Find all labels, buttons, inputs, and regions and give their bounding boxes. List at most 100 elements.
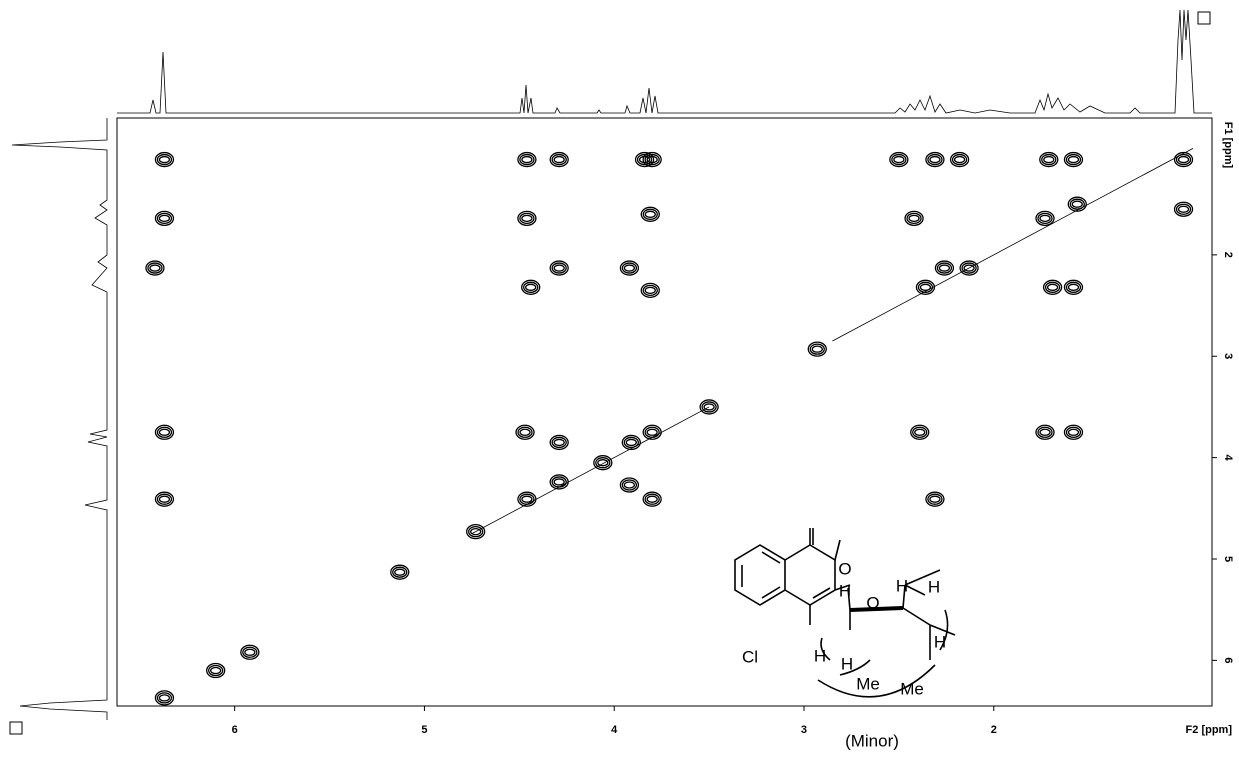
cross-peak (154, 151, 175, 168)
cross-peak (392, 566, 408, 578)
cross-peak (1067, 155, 1080, 164)
structure-label: H (934, 632, 946, 651)
cross-peak (240, 644, 260, 660)
cross-peak (158, 428, 171, 436)
cross-peak (642, 208, 658, 220)
cross-peak (953, 155, 966, 164)
structure-label: H (814, 646, 826, 665)
corner-box (9, 721, 23, 735)
cross-peak (963, 264, 975, 272)
cross-peak (145, 260, 165, 276)
cross-peak (1041, 153, 1057, 166)
cross-peak (521, 279, 541, 295)
cross-peak (521, 495, 533, 503)
cross-peak (636, 153, 653, 166)
structure-label: H (839, 581, 851, 600)
cross-peak (1065, 426, 1082, 438)
cross-peak (912, 426, 928, 438)
cross-peak (158, 214, 171, 223)
cross-peak (553, 478, 565, 486)
cross-peak (927, 493, 943, 505)
cross-peak (1039, 151, 1059, 168)
cross-peak (466, 523, 486, 540)
cross-peak (949, 151, 970, 168)
cross-peak (619, 477, 640, 493)
cross-peak (1039, 428, 1051, 436)
cross-peak (929, 495, 941, 503)
structure-label: Me (900, 679, 924, 698)
cross-peak (644, 210, 656, 218)
cross-peak (553, 264, 565, 272)
structure-label: O (866, 593, 879, 612)
cross-peak (468, 525, 484, 538)
cross-peak (908, 214, 920, 223)
cross-peak (1065, 153, 1082, 166)
cross-peak (156, 493, 173, 505)
cross-peak (1043, 155, 1055, 164)
x-tick-label: 6 (232, 724, 238, 736)
cross-peak (1175, 203, 1192, 215)
cross-peak (1035, 424, 1055, 440)
cross-peak (1063, 424, 1084, 440)
cross-peak (1042, 279, 1063, 295)
cross-peak (914, 428, 926, 436)
cross-peak (549, 434, 569, 451)
cross-peak (154, 424, 175, 440)
cross-peak (807, 341, 827, 357)
cross-peak (644, 286, 656, 294)
cross-peak (1177, 205, 1190, 213)
x-tick-label: 2 (991, 724, 997, 736)
cross-peak (551, 436, 567, 449)
cross-peak (517, 426, 533, 438)
cross-peak (809, 343, 825, 355)
cross-peak (390, 564, 410, 580)
cross-peak (156, 212, 173, 225)
cross-peak (919, 283, 932, 291)
y-tick-label: 3 (1222, 353, 1234, 359)
cross-peak (597, 459, 609, 467)
cross-peak (925, 491, 945, 507)
cross-peak (621, 479, 638, 491)
cross-peak (517, 151, 537, 168)
cross-peak (394, 568, 406, 576)
cross-peak (519, 428, 531, 436)
cross-peak (521, 214, 533, 223)
structure-label: Me (856, 674, 880, 693)
cross-peak (154, 210, 175, 227)
left-projection (11, 118, 108, 720)
cross-peak (470, 527, 482, 536)
cross-peak (156, 426, 173, 438)
cross-peak (646, 155, 658, 164)
cross-peak (156, 153, 173, 166)
cross-peak (644, 153, 660, 166)
corner-box (1197, 11, 1211, 25)
cross-peak (891, 153, 907, 166)
cross-peak (154, 491, 175, 507)
cross-peak (242, 646, 258, 658)
cross-peak (154, 690, 175, 706)
cross-peak (927, 153, 943, 166)
y-tick-label: 6 (1222, 657, 1234, 663)
cross-peak (646, 495, 658, 503)
cross-peak (206, 662, 226, 679)
x-tick-label: 4 (611, 724, 618, 736)
cross-peak (623, 436, 639, 449)
top-projection (117, 9, 1212, 114)
cross-peak (523, 281, 539, 293)
cross-peak (640, 206, 660, 222)
y-tick-label: 2 (1222, 252, 1234, 258)
cross-peak (642, 151, 662, 168)
cross-peak (951, 153, 968, 166)
cross-peak (625, 438, 637, 447)
cross-peak (699, 399, 719, 415)
cross-peak (904, 210, 924, 227)
cross-peak (936, 262, 953, 274)
cross-peak (519, 212, 535, 225)
cross-peak (1063, 151, 1084, 168)
cross-peak (889, 151, 909, 168)
cross-peak (1067, 196, 1087, 212)
cross-peak (595, 457, 611, 469)
cross-peak (1069, 198, 1085, 210)
cross-peak (1046, 283, 1059, 291)
cross-peak (551, 262, 567, 274)
